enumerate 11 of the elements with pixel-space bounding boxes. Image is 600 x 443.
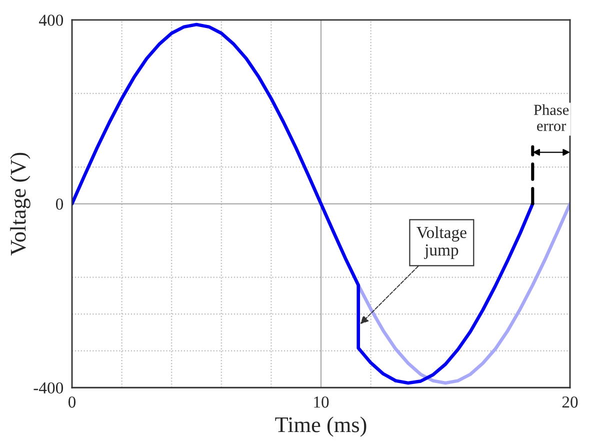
y-axis-title: Voltage (V) xyxy=(10,152,30,256)
line-series xyxy=(72,22,534,385)
annotation: Voltage jump xyxy=(416,226,466,259)
y-tick-label: -400 xyxy=(34,382,64,394)
x-axis-title: Time (ms) xyxy=(275,416,366,437)
annotation: Phase error xyxy=(534,104,569,132)
y-tick-label: 0 xyxy=(56,198,64,210)
x-tick-label: 10 xyxy=(314,396,329,408)
x-tick-label: 20 xyxy=(562,396,578,408)
x-tick-label: 0 xyxy=(68,396,76,408)
y-tick-label: 400 xyxy=(38,14,64,26)
